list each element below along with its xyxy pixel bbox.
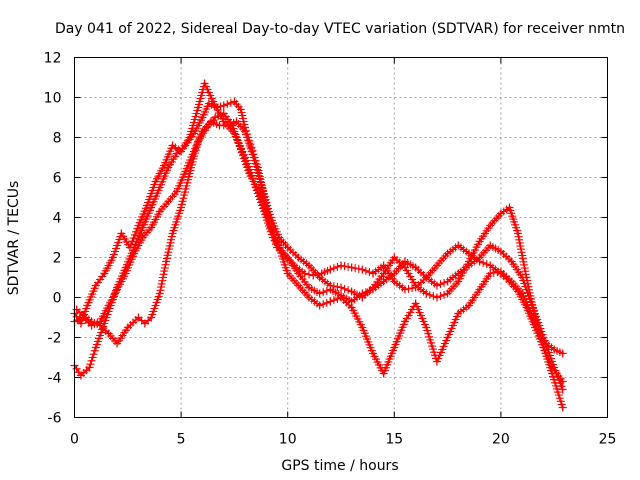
marker (87, 356, 96, 365)
marker (89, 350, 98, 359)
x-tick-label: 15 (385, 432, 403, 448)
marker (361, 266, 370, 275)
marker (223, 100, 232, 109)
data-point (486, 269, 495, 278)
marker (329, 264, 338, 273)
marker (479, 258, 488, 267)
x-tick-label: 25 (599, 432, 617, 448)
chart-title: Day 041 of 2022, Sidereal Day-to-day VTE… (55, 21, 625, 37)
plot-frame (74, 57, 608, 418)
marker (482, 260, 491, 269)
y-tick-label: -4 (48, 371, 62, 387)
marker (333, 282, 342, 291)
series-track-a (70, 97, 567, 394)
data-point (422, 289, 431, 298)
marker (329, 282, 338, 291)
data-point (337, 283, 345, 292)
marker (88, 353, 97, 362)
data-point (85, 363, 94, 372)
data-point (347, 263, 356, 272)
data-point (400, 285, 409, 294)
y-tick-label: 2 (53, 251, 62, 267)
marker (365, 268, 374, 277)
marker (90, 346, 99, 355)
y-tick-label: -2 (48, 331, 62, 347)
axes: 0 5 10 15 20 25 -6 -4 -2 0 2 4 6 8 10 12 (44, 51, 617, 448)
marker (305, 270, 314, 279)
data-point (558, 349, 567, 358)
data-point (300, 269, 309, 278)
data-point (326, 265, 335, 274)
data-point (475, 257, 484, 266)
data-point (326, 297, 335, 306)
marker (489, 268, 498, 277)
y-tick-label: 0 (53, 291, 62, 307)
series-track-c (70, 117, 567, 386)
marker (425, 290, 434, 299)
marker (354, 264, 363, 273)
marker (344, 286, 353, 295)
y-tick-label: 8 (53, 131, 62, 147)
y-tick-label: 12 (44, 51, 62, 67)
marker (226, 98, 235, 107)
data-point (432, 293, 441, 302)
marker (440, 290, 449, 299)
marker (440, 278, 449, 287)
y-axis-label: SDTVAR / TECUs (6, 181, 22, 296)
data-point (315, 301, 324, 310)
marker (329, 296, 338, 305)
y-tick-label: 10 (44, 91, 62, 107)
series-band (73, 120, 564, 383)
data-point (315, 289, 324, 298)
x-tick-label: 5 (177, 432, 186, 448)
data-point (337, 261, 345, 270)
x-tick-label: 0 (70, 432, 79, 448)
marker (340, 284, 349, 293)
series-track-d (72, 109, 567, 378)
x-tick-label: 10 (279, 432, 297, 448)
data-point (326, 281, 335, 290)
marker (333, 262, 342, 271)
y-tick-label: -6 (48, 411, 62, 427)
data-point (358, 265, 367, 274)
x-axis-label: GPS time / hours (281, 458, 398, 474)
marker (319, 300, 328, 309)
marker (86, 360, 95, 369)
marker (344, 262, 353, 271)
marker (404, 284, 413, 293)
y-tick-label: 4 (53, 211, 62, 227)
marker (319, 288, 328, 297)
marker (429, 292, 438, 301)
data-point (558, 403, 567, 412)
data-series (70, 79, 567, 412)
grid-lines (74, 57, 608, 418)
data-point (219, 101, 228, 110)
data-point (558, 377, 567, 386)
marker (333, 294, 342, 303)
marker (340, 262, 349, 271)
marker (436, 280, 445, 289)
marker (436, 292, 445, 301)
x-tick-label: 20 (492, 432, 510, 448)
marker (493, 268, 502, 277)
marker (351, 264, 360, 273)
y-tick-label: 6 (53, 171, 62, 187)
marker (322, 298, 331, 307)
data-point (432, 281, 441, 290)
